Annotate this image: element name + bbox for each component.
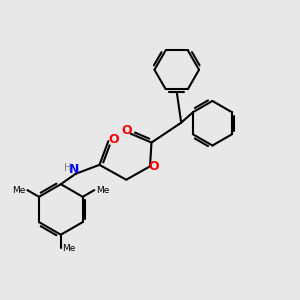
Text: O: O	[148, 160, 159, 173]
Text: O: O	[108, 133, 119, 146]
Text: Me: Me	[62, 244, 76, 253]
Text: Me: Me	[13, 186, 26, 195]
Text: N: N	[69, 163, 80, 176]
Text: Me: Me	[96, 186, 109, 195]
Text: O: O	[122, 124, 132, 137]
Text: H: H	[64, 164, 71, 173]
